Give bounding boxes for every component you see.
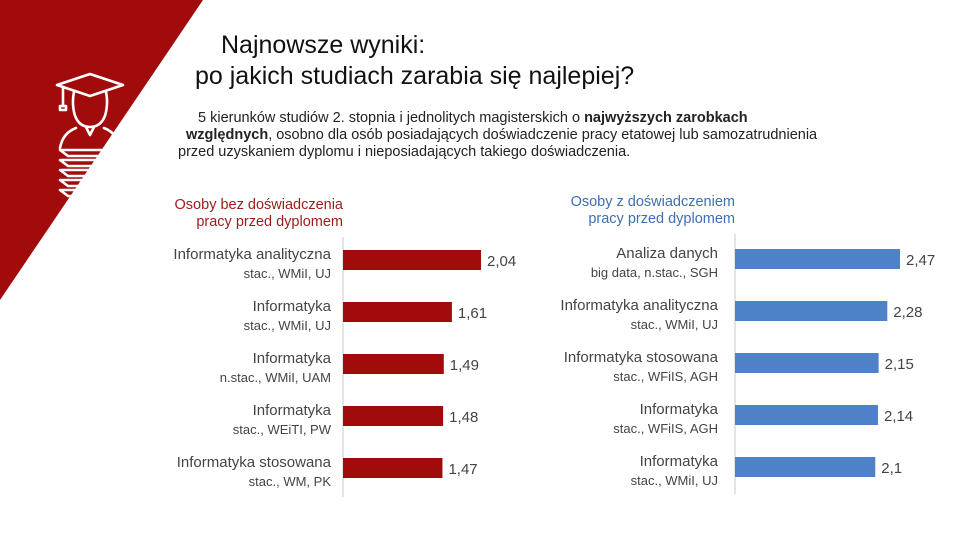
right-bar <box>735 249 900 269</box>
subtitle-line1: 5 kierunków studiów 2. stopnia i jednoli… <box>178 110 898 127</box>
right-value-label: 2,47 <box>906 252 935 269</box>
left-category-detail: stac., WMiI, UJ <box>244 318 331 333</box>
right-bar <box>735 301 888 321</box>
right-category-detail: stac., WFiIS, AGH <box>613 369 718 384</box>
left-category-label: Informatyka stosowana <box>177 454 332 471</box>
subtitle-line1-text: 5 kierunków studiów 2. stopnia i jednoli… <box>198 110 585 126</box>
subtitle-line3: przed uzyskaniem dyplomu i nieposiadając… <box>178 144 631 160</box>
left-value-label: 2,04 <box>487 253 516 270</box>
left-category-label: Informatyka <box>253 350 332 367</box>
right-category-label: Informatyka analityczna <box>560 297 718 314</box>
right-value-label: 2,15 <box>885 356 914 373</box>
left-chart-title: Osoby bez doświadczenia pracy przed dypl… <box>130 197 343 231</box>
left-bar <box>343 458 443 478</box>
left-bar <box>343 250 481 270</box>
right-bar <box>735 405 878 425</box>
right-chart-title-line2: pracy przed dyplomem <box>588 211 735 227</box>
left-category-label: Informatyka analityczna <box>173 246 331 263</box>
left-bar <box>343 302 452 322</box>
right-value-label: 2,1 <box>881 460 902 477</box>
right-category-label: Analiza danych <box>616 245 718 262</box>
left-chart-title-line1: Osoby bez doświadczenia <box>174 197 343 213</box>
right-category-detail: stac., WMiI, UJ <box>631 317 718 332</box>
subtitle-line1-bold: najwyższych zarobkach <box>584 110 748 126</box>
right-bar <box>735 353 879 373</box>
left-value-label: 1,49 <box>450 357 479 374</box>
right-category-detail: big data, n.stac., SGH <box>591 265 718 280</box>
left-category-label: Informatyka <box>253 298 332 315</box>
right-bar <box>735 457 876 477</box>
graduate-icon <box>55 72 125 198</box>
right-category-detail: stac., WFiIS, AGH <box>613 421 718 436</box>
left-value-label: 1,61 <box>458 305 487 322</box>
left-category-label: Informatyka <box>253 402 332 419</box>
right-category-label: Informatyka <box>640 453 719 470</box>
right-value-label: 2,14 <box>884 408 913 425</box>
left-category-detail: stac., WM, PK <box>249 474 332 489</box>
right-value-label: 2,28 <box>893 304 922 321</box>
subtitle-line2-text: , osobno dla osób posiadających doświadc… <box>268 127 818 143</box>
left-category-detail: stac., WMiI, UJ <box>244 266 331 281</box>
subtitle-line2: względnych, osobno dla osób posiadającyc… <box>178 127 898 144</box>
right-category-label: Informatyka stosowana <box>564 349 719 366</box>
right-chart-title: Osoby z doświadczeniem pracy przed dyplo… <box>530 194 735 228</box>
left-value-label: 1,48 <box>449 409 478 426</box>
page-title-line1: Najnowsze wyniki: <box>221 31 426 59</box>
left-category-detail: n.stac., WMiI, UAM <box>220 370 331 385</box>
left-category-detail: stac., WEiTI, PW <box>233 422 332 437</box>
page-title-line2: po jakich studiach zarabia się najlepiej… <box>195 62 635 90</box>
left-chart-title-line2: pracy przed dyplomem <box>196 214 343 230</box>
left-bar <box>343 354 444 374</box>
right-chart-title-line1: Osoby z doświadczeniem <box>570 194 735 210</box>
page-subtitle: 5 kierunków studiów 2. stopnia i jednoli… <box>178 110 898 161</box>
left-value-label: 1,47 <box>448 461 477 478</box>
right-category-detail: stac., WMiI, UJ <box>631 473 718 488</box>
right-category-label: Informatyka <box>640 401 719 418</box>
page-title: Najnowsze wyniki: po jakich studiach zar… <box>195 30 634 92</box>
left-bar <box>343 406 444 426</box>
subtitle-line2-bold: względnych <box>186 127 269 143</box>
